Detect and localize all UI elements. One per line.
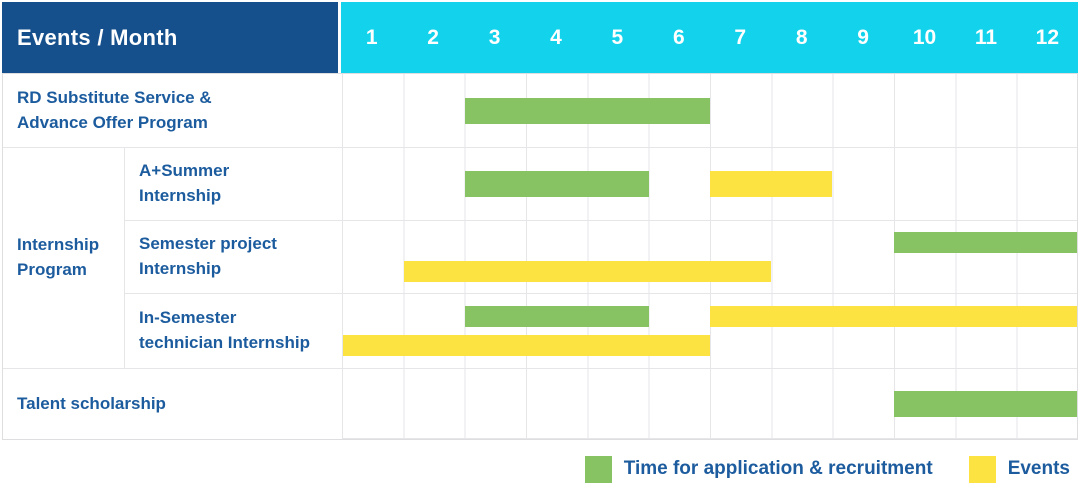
- chart-row-talent-scholarship: [342, 369, 1077, 439]
- label-line: A+Summer: [139, 161, 230, 181]
- row-label-talent-scholarship: Talent scholarship: [3, 369, 342, 439]
- legend-item-events: Events: [968, 455, 1070, 483]
- gantt-bar-recruitment: [893, 390, 1077, 417]
- label-line: Semester project: [139, 234, 277, 254]
- row-label-rd-substitute: RD Substitute Service & Advance Offer Pro…: [3, 74, 342, 148]
- month-label: 4: [550, 25, 562, 49]
- chart-row-in-semester-technician-internship: [342, 294, 1077, 369]
- month-label: 10: [912, 25, 937, 49]
- month-label: 11: [974, 25, 998, 49]
- month-label: 3: [488, 25, 501, 49]
- gantt-bar-events: [710, 306, 1077, 327]
- gantt-bar-events: [404, 261, 772, 282]
- legend-item-recruitment: Time for application & recruitment: [584, 455, 933, 483]
- label-line: In-Semester: [139, 308, 237, 328]
- legend-swatch-recruitment: [584, 455, 612, 483]
- label-line: Internship: [17, 235, 100, 255]
- header-events-month: Events / Month: [2, 2, 338, 73]
- label-line: technician Internship: [139, 333, 310, 352]
- month-header: 1 2 3 4 5 6 7 8 9 10 11 12: [341, 2, 1078, 73]
- month-label: 7: [734, 25, 747, 49]
- gantt-bar-recruitment: [465, 306, 649, 327]
- month-label: 9: [857, 25, 869, 49]
- gantt-bar-recruitment: [465, 171, 649, 197]
- gantt-bar-events: [343, 335, 710, 356]
- gantt-body: RD Substitute Service & Advance Offer Pro…: [2, 73, 1078, 440]
- month-label: 2: [427, 25, 439, 49]
- month-label: 5: [611, 25, 624, 49]
- gantt-bar-recruitment: [893, 232, 1077, 253]
- label-line: Talent scholarship: [17, 393, 166, 413]
- legend: Time for application & recruitment Events: [584, 454, 1070, 484]
- row-label-a-summer-internship: A+Summer Internship: [125, 148, 342, 221]
- row-label-internship-program: Internship Program: [3, 148, 125, 369]
- month-label: 6: [672, 25, 685, 49]
- legend-label-events: Events: [1007, 458, 1070, 479]
- legend-swatch-events: [968, 455, 996, 483]
- chart-row-rd-substitute: [342, 74, 1077, 148]
- label-line: RD Substitute Service &: [17, 87, 212, 107]
- gantt-bar-events: [710, 171, 833, 197]
- label-line: Program: [17, 260, 87, 279]
- row-label-semester-project-internship: Semester project Internship: [125, 221, 342, 294]
- label-line: Advance Offer Program: [17, 112, 208, 132]
- row-label-in-semester-technician-internship: In-Semester technician Internship: [125, 294, 342, 369]
- month-label: 1: [365, 25, 378, 49]
- chart-row-a-summer-internship: [342, 148, 1077, 221]
- month-label: 12: [1035, 25, 1060, 49]
- gantt-bar-recruitment: [465, 97, 710, 124]
- label-line: Internship: [139, 259, 222, 278]
- legend-label-recruitment: Time for application & recruitment: [623, 458, 933, 479]
- label-line: Internship: [139, 186, 222, 205]
- chart-row-semester-project-internship: [342, 221, 1077, 294]
- month-label: 8: [795, 25, 808, 49]
